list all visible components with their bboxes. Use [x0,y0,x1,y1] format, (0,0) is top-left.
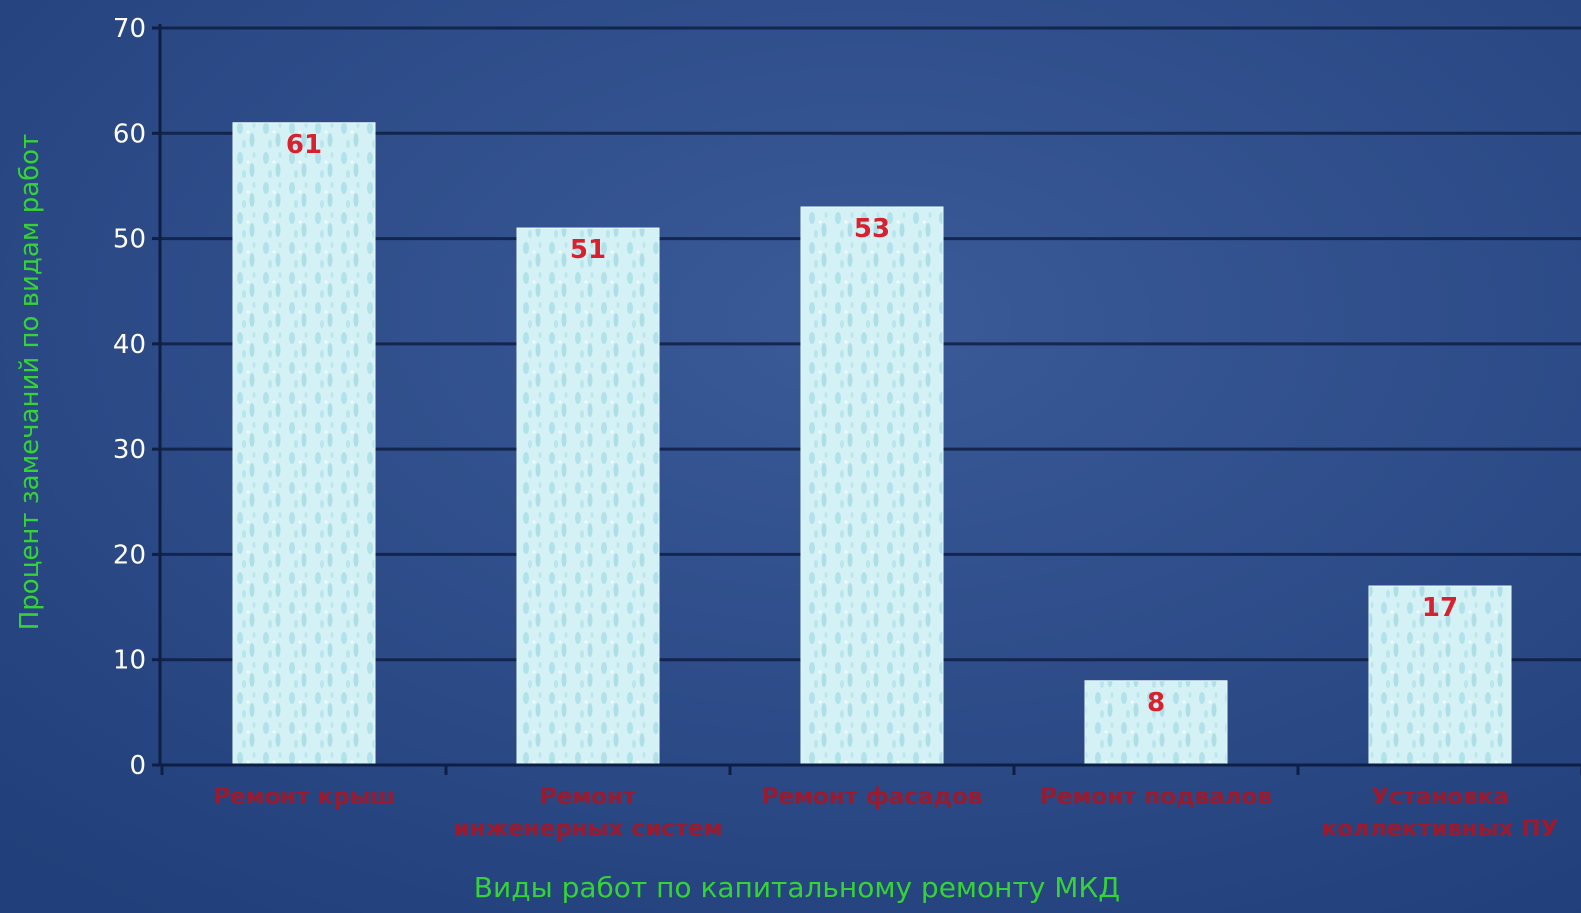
y-tick-label: 70 [113,14,146,44]
x-tick-label: Ремонт подвалов [1040,784,1272,810]
y-tick-label: 50 [113,225,146,255]
y-tick-label: 0 [129,751,146,781]
y-tick-label: 40 [113,330,146,360]
bar [800,206,944,766]
labels: 61 Ремонт крыш 51 Ремонт инженерных систем 53… [213,130,1558,842]
y-axis-title: Процент замечаний по видам работ [15,134,45,631]
x-tick-label: Установка [1371,784,1509,810]
y-tick-label: 20 [113,540,146,570]
data-label: 17 [1422,593,1458,623]
y-tick-label: 30 [113,435,146,465]
y-tick-label: 60 [113,119,146,149]
x-tick-label: Ремонт [540,784,637,810]
data-label: 53 [854,214,890,244]
data-label: 51 [570,235,606,265]
y-tick-label: 10 [113,646,146,676]
bar [1368,585,1512,766]
bar [1084,680,1228,766]
bar [516,227,660,766]
x-tick-label: Ремонт крыш [213,784,395,810]
x-tick-label: инженерных систем [453,816,722,842]
x-axis-title: Виды работ по капитальному ремонту МКД [474,871,1120,904]
x-tick-label: коллективных ПУ [1322,816,1559,842]
data-label: 8 [1147,688,1165,718]
axes: 0 10 20 30 40 50 60 70 [113,14,1581,781]
bar [232,122,376,766]
x-tick-label: Ремонт фасадов [762,784,983,810]
data-label: 61 [286,130,322,160]
